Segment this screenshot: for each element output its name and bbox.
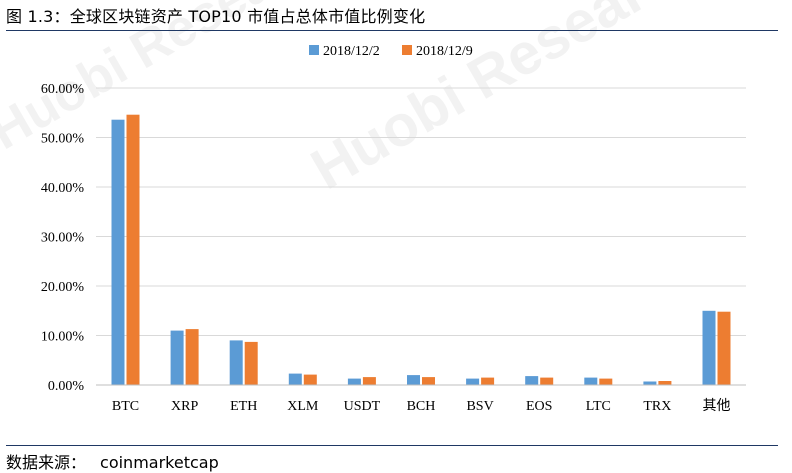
x-tick-label: LTC	[586, 399, 611, 414]
y-tick-label: 50.00%	[41, 132, 85, 147]
legend-label-series-2: 2018/12/9	[416, 44, 473, 59]
bar-xrp-series-1	[170, 330, 184, 385]
bar-usdt-series-2	[362, 377, 376, 385]
bar-bch-series-1	[407, 375, 420, 385]
source-rule	[6, 445, 778, 446]
bars	[111, 114, 731, 386]
bar-xrp-series-2	[185, 329, 199, 385]
bar-eos-series-1	[525, 376, 539, 385]
x-tick-label: USDT	[344, 399, 381, 414]
title-rule	[6, 30, 778, 31]
legend-swatch-series-2	[402, 45, 412, 55]
source-value: coinmarketcap	[100, 453, 219, 472]
x-tick-label: 其他	[702, 398, 730, 414]
y-tick-label: 30.00%	[41, 231, 85, 246]
bar-eth-series-2	[244, 341, 258, 385]
bar-trx-series-2	[658, 381, 672, 385]
bar-xlm-series-2	[303, 374, 317, 385]
x-tick-label: ETH	[230, 399, 257, 414]
bar-chart: 2018/12/2 2018/12/9 0.00% 10.00% 20.00% 30.0…	[41, 44, 746, 414]
y-tick-label: 20.00%	[41, 280, 85, 295]
legend: 2018/12/2 2018/12/9	[309, 44, 473, 59]
bar-其他-series-1	[702, 310, 716, 386]
y-axis: 0.00% 10.00% 20.00% 30.00% 40.00% 50.00% 60.00…	[41, 82, 85, 394]
y-tick-label: 0.00%	[48, 379, 85, 394]
source-line: 数据来源： coinmarketcap	[6, 449, 219, 473]
bar-trx-series-1	[643, 381, 657, 385]
bar-其他-series-2	[717, 311, 731, 385]
bar-ltc-series-2	[599, 378, 613, 385]
legend-swatch-series-1	[309, 45, 319, 55]
source-label: 数据来源：	[6, 453, 87, 472]
bar-btc-series-2	[126, 114, 140, 385]
grid-lines	[96, 87, 746, 336]
bar-xlm-series-1	[288, 373, 302, 385]
x-tick-label: BSV	[466, 399, 493, 414]
bar-btc-series-1	[111, 119, 125, 385]
x-tick-label: BCH	[407, 399, 436, 414]
x-tick-label: TRX	[643, 399, 671, 414]
x-tick-label: BTC	[112, 399, 139, 414]
x-tick-label: EOS	[526, 399, 552, 414]
bar-ltc-series-1	[584, 377, 598, 385]
bar-bsv-series-2	[481, 377, 495, 385]
x-tick-label: XLM	[287, 399, 319, 414]
bar-eth-series-1	[229, 340, 243, 385]
bar-eos-series-2	[540, 377, 554, 385]
x-axis: BTC XRP ETH XLM USDT BCH BSV EOS LTC TRX 其他	[96, 384, 746, 414]
bar-bch-series-2	[422, 377, 435, 385]
x-tick-label: XRP	[171, 399, 198, 414]
figure-title: 图 1.3：全球区块链资产 TOP10 市值占总体市值比例变化	[6, 7, 426, 26]
y-tick-label: 10.00%	[41, 330, 85, 345]
bar-bsv-series-1	[466, 378, 480, 385]
y-tick-label: 60.00%	[41, 82, 85, 97]
y-tick-label: 40.00%	[41, 181, 85, 196]
legend-label-series-1: 2018/12/2	[323, 44, 380, 59]
bar-usdt-series-1	[347, 378, 361, 385]
